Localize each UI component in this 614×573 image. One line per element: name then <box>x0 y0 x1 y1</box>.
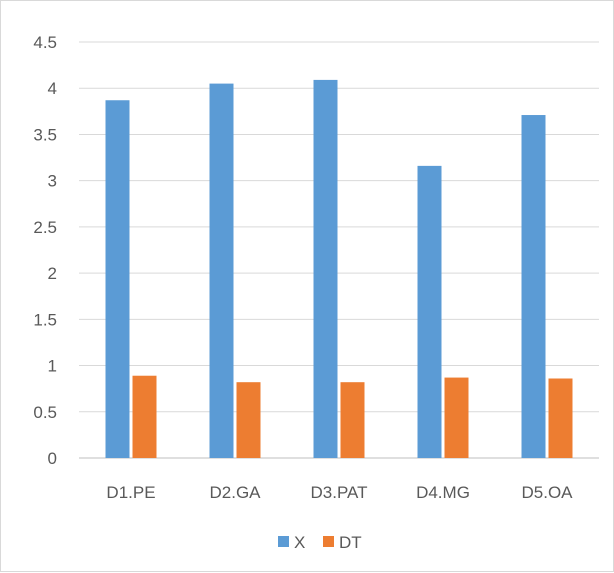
y-tick-label: 4 <box>48 79 57 98</box>
bar-dt-d2-ga <box>236 382 261 458</box>
y-axis-ticks: 0 0.5 1 1.5 2 2.5 3 3.5 4 4.5 <box>33 33 57 468</box>
bar-x-d5-oa <box>521 115 546 458</box>
y-tick-label: 1 <box>48 357 57 376</box>
bar-x-d3-pat <box>313 79 338 458</box>
y-tick-label: 0.5 <box>33 403 57 422</box>
bar-x-d2-ga <box>209 83 234 458</box>
x-tick-label: D2.GA <box>209 483 261 502</box>
x-tick-label: D1.PE <box>106 483 155 502</box>
bar-dt-d1-pe <box>132 375 157 458</box>
x-tick-label: D5.OA <box>521 483 573 502</box>
bar-dt-d3-pat <box>340 382 365 458</box>
x-tick-label: D4.MG <box>416 483 470 502</box>
bar-dt-d4-mg <box>444 377 469 458</box>
bar-dt-d5-oa <box>548 378 573 458</box>
legend-swatch-x <box>278 536 289 547</box>
x-tick-label: D3.PAT <box>311 483 368 502</box>
bar-x-d1-pe <box>105 100 130 459</box>
legend-label-dt: DT <box>339 533 362 552</box>
x-axis-ticks: D1.PE D2.GA D3.PAT D4.MG D5.OA <box>106 483 573 502</box>
legend-swatch-dt <box>323 536 334 547</box>
y-tick-label: 0 <box>48 449 57 468</box>
legend: X DT <box>278 533 362 552</box>
y-tick-label: 3.5 <box>33 125 57 144</box>
y-tick-label: 4.5 <box>33 33 57 52</box>
bar-x-d4-mg <box>417 165 442 458</box>
y-tick-label: 2 <box>48 264 57 283</box>
y-tick-label: 2.5 <box>33 218 57 237</box>
legend-label-x: X <box>294 533 305 552</box>
y-tick-label: 3 <box>48 172 57 191</box>
y-tick-label: 1.5 <box>33 310 57 329</box>
gridlines <box>79 41 599 459</box>
bars <box>105 79 573 459</box>
